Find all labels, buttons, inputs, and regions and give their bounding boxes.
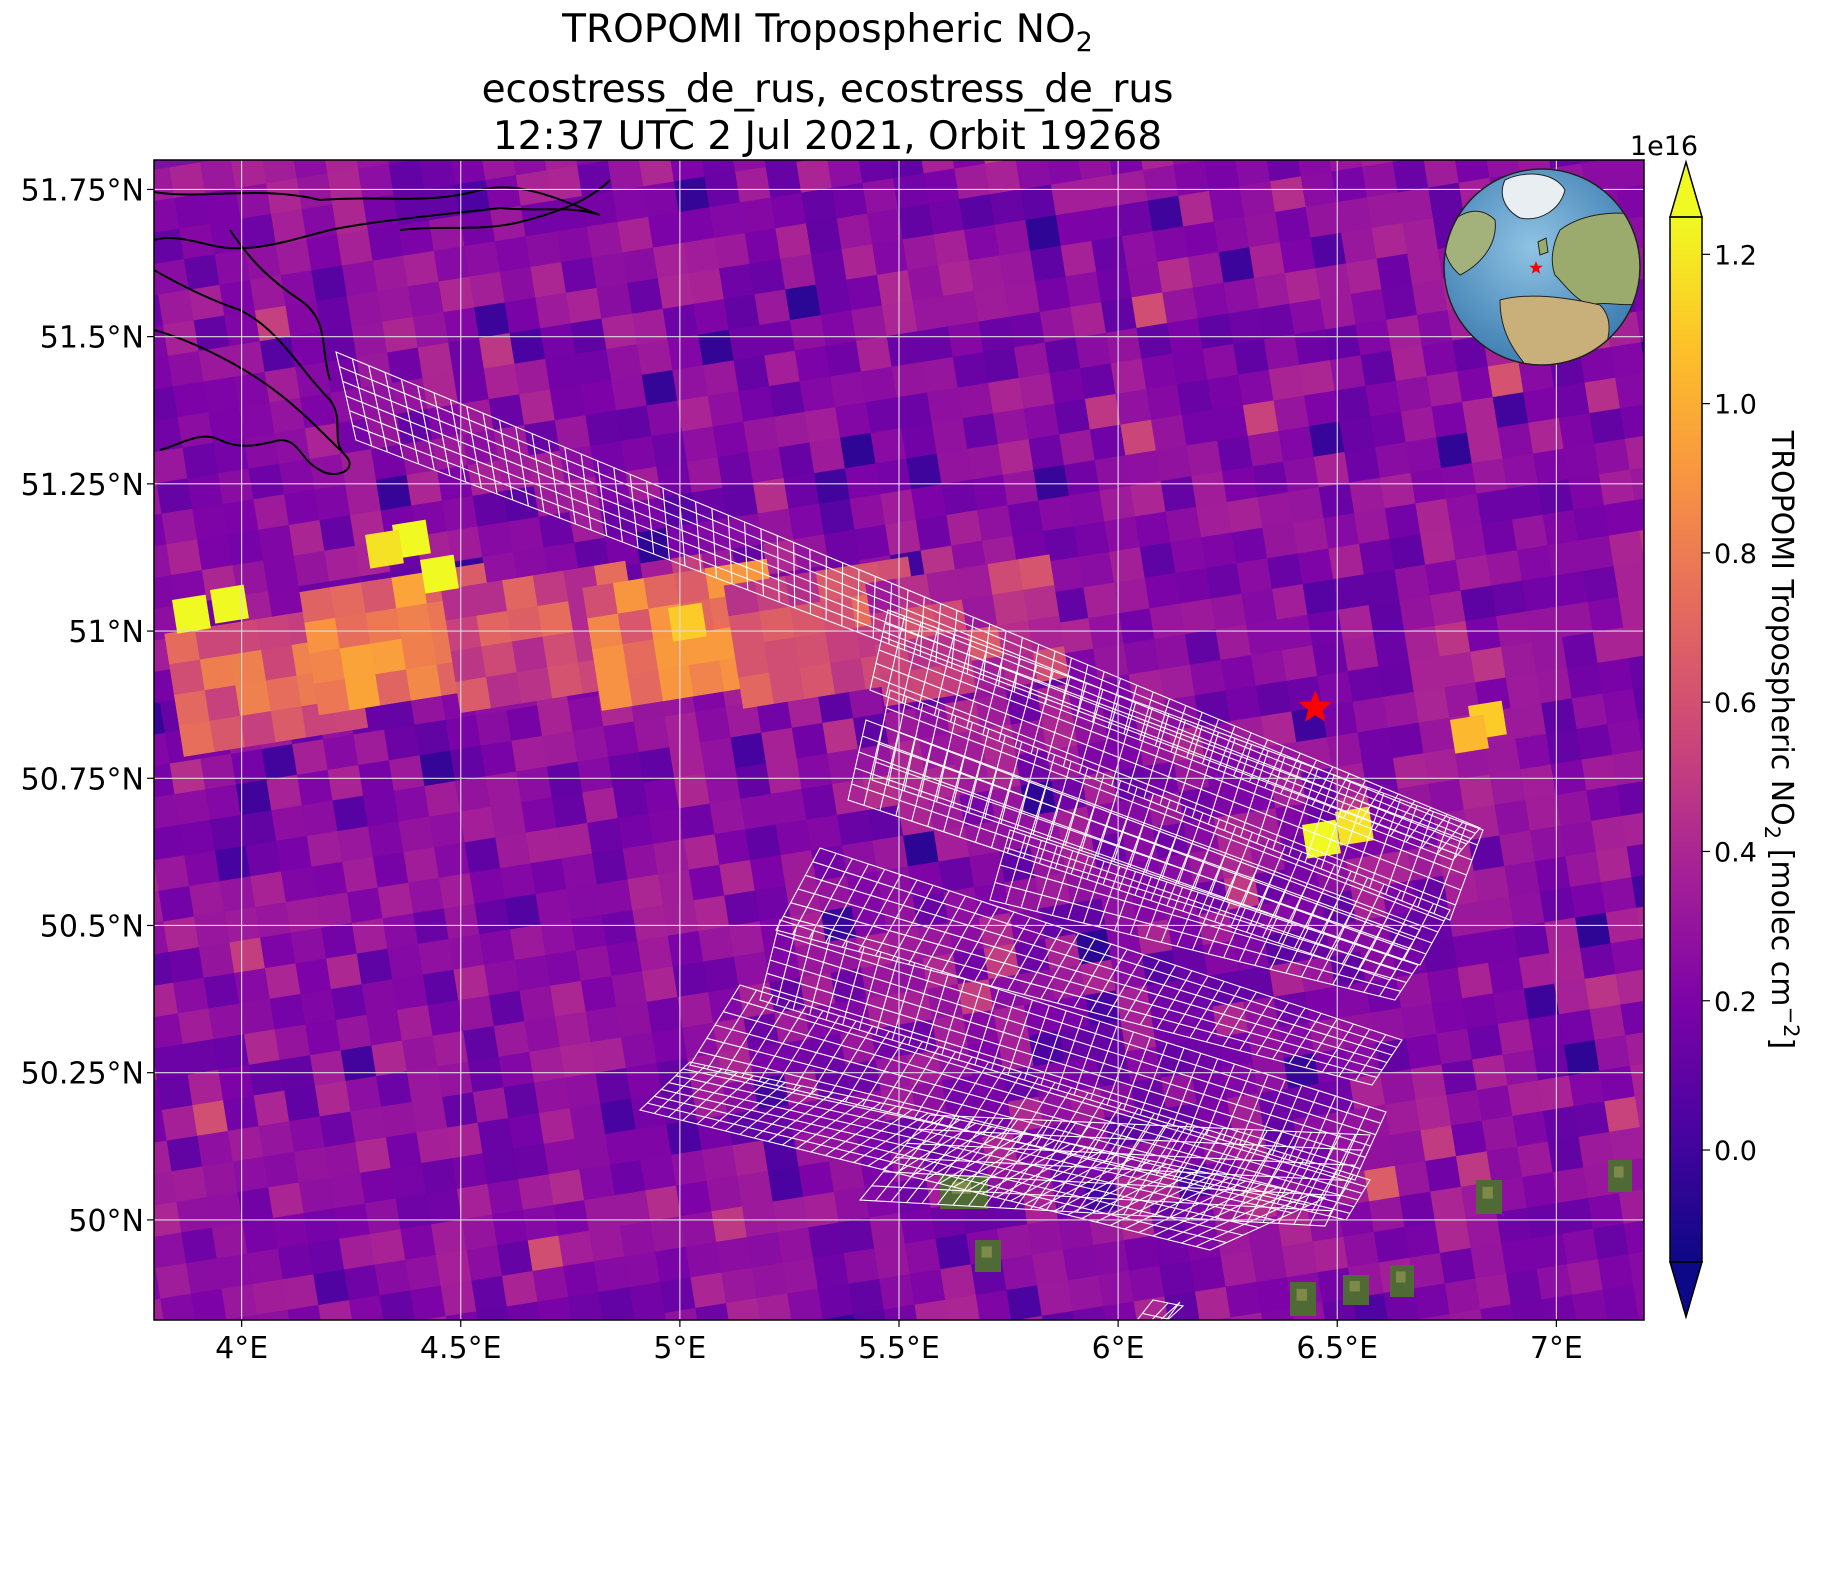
target-star-marker bbox=[1298, 690, 1332, 722]
inset-globe bbox=[1443, 168, 1641, 366]
ecostress-footprints bbox=[335, 351, 1484, 1320]
colorbar-tick-label: 1.0 bbox=[1714, 390, 1757, 421]
colorbar-extend-max bbox=[1669, 159, 1703, 218]
title-line-1: TROPOMI Tropospheric NO2 bbox=[562, 7, 1093, 58]
lat-tick-label: 50.25°N bbox=[21, 1057, 144, 1092]
globe-eurasia bbox=[1551, 212, 1640, 306]
lat-tick-label: 51.25°N bbox=[21, 468, 144, 503]
colorbar-outline bbox=[1669, 216, 1703, 1263]
title-line-2: ecostress_de_rus, ecostress_de_rus bbox=[481, 66, 1174, 112]
colorbar-ticks: 0.0 0.2 0.4 0.6 0.8 1.0 1.2 bbox=[1702, 240, 1757, 1167]
colorbar-tick-label: 0.4 bbox=[1714, 837, 1757, 868]
colorbar-multiplier: 1e16 bbox=[1630, 131, 1698, 162]
colorbar-tick-label: 0.6 bbox=[1714, 688, 1757, 719]
lon-tick-label: 4°E bbox=[215, 1331, 268, 1366]
credit-created: Created 16 Oct 2024 bbox=[1402, 1478, 1632, 1503]
lon-tick-label: 6°E bbox=[1092, 1331, 1145, 1366]
lat-tick-label: 50.75°N bbox=[21, 762, 144, 797]
lat-tick-label: 51°N bbox=[68, 615, 144, 650]
colorbar-tick-label: 1.2 bbox=[1714, 240, 1757, 271]
globe-greenland bbox=[1501, 173, 1566, 220]
lon-tick-label: 5.5°E bbox=[858, 1331, 940, 1366]
lat-tick-label: 51.5°N bbox=[40, 321, 144, 356]
colorbar-body bbox=[1670, 217, 1702, 1262]
colorbar-extend-min bbox=[1669, 1261, 1703, 1320]
gridlines bbox=[154, 160, 1644, 1320]
lon-tick-label: 4.5°E bbox=[420, 1331, 502, 1366]
lon-tick-label: 7°E bbox=[1530, 1331, 1583, 1366]
longitude-ticks: 4°E 4.5°E 5°E 5.5°E 6°E 6.5°E 7°E bbox=[215, 1320, 1583, 1366]
map-title: TROPOMI Tropospheric NO2 ecostress_de_ru… bbox=[150, 6, 1505, 160]
colorbar-label: TROPOMI Tropospheric NO2 [molec cm−2] bbox=[1760, 430, 1803, 1049]
title-line-3: 12:37 UTC 2 Jul 2021, Orbit 19268 bbox=[492, 113, 1163, 159]
globe-north-america bbox=[1444, 210, 1496, 276]
colorbar-tick-label: 0.0 bbox=[1714, 1136, 1757, 1167]
no2-plume-layer bbox=[164, 519, 1507, 859]
globe-uk bbox=[1537, 237, 1549, 256]
lon-tick-label: 5°E bbox=[653, 1331, 706, 1366]
colorbar: 0.0 0.2 0.4 0.6 0.8 1.0 1.2 1e16 TROPOMI Tropo… bbox=[1630, 131, 1803, 1320]
colorbar-tick-label: 0.8 bbox=[1714, 539, 1757, 570]
lat-tick-label: 51.75°N bbox=[21, 173, 144, 208]
lon-tick-label: 6.5°E bbox=[1296, 1331, 1378, 1366]
lat-tick-label: 50.5°N bbox=[40, 909, 144, 944]
credit-source: Source: NASA/JPL-Caltech bbox=[1351, 1505, 1632, 1530]
latitude-ticks: 51.75°N 51.5°N 51.25°N 51°N 50.75°N 50.5°N 50.… bbox=[21, 173, 154, 1239]
colorbar-tick-label: 0.2 bbox=[1714, 987, 1757, 1018]
globe-location-marker bbox=[1529, 261, 1543, 274]
globe-africa bbox=[1499, 295, 1610, 365]
lat-tick-label: 50°N bbox=[68, 1204, 144, 1239]
